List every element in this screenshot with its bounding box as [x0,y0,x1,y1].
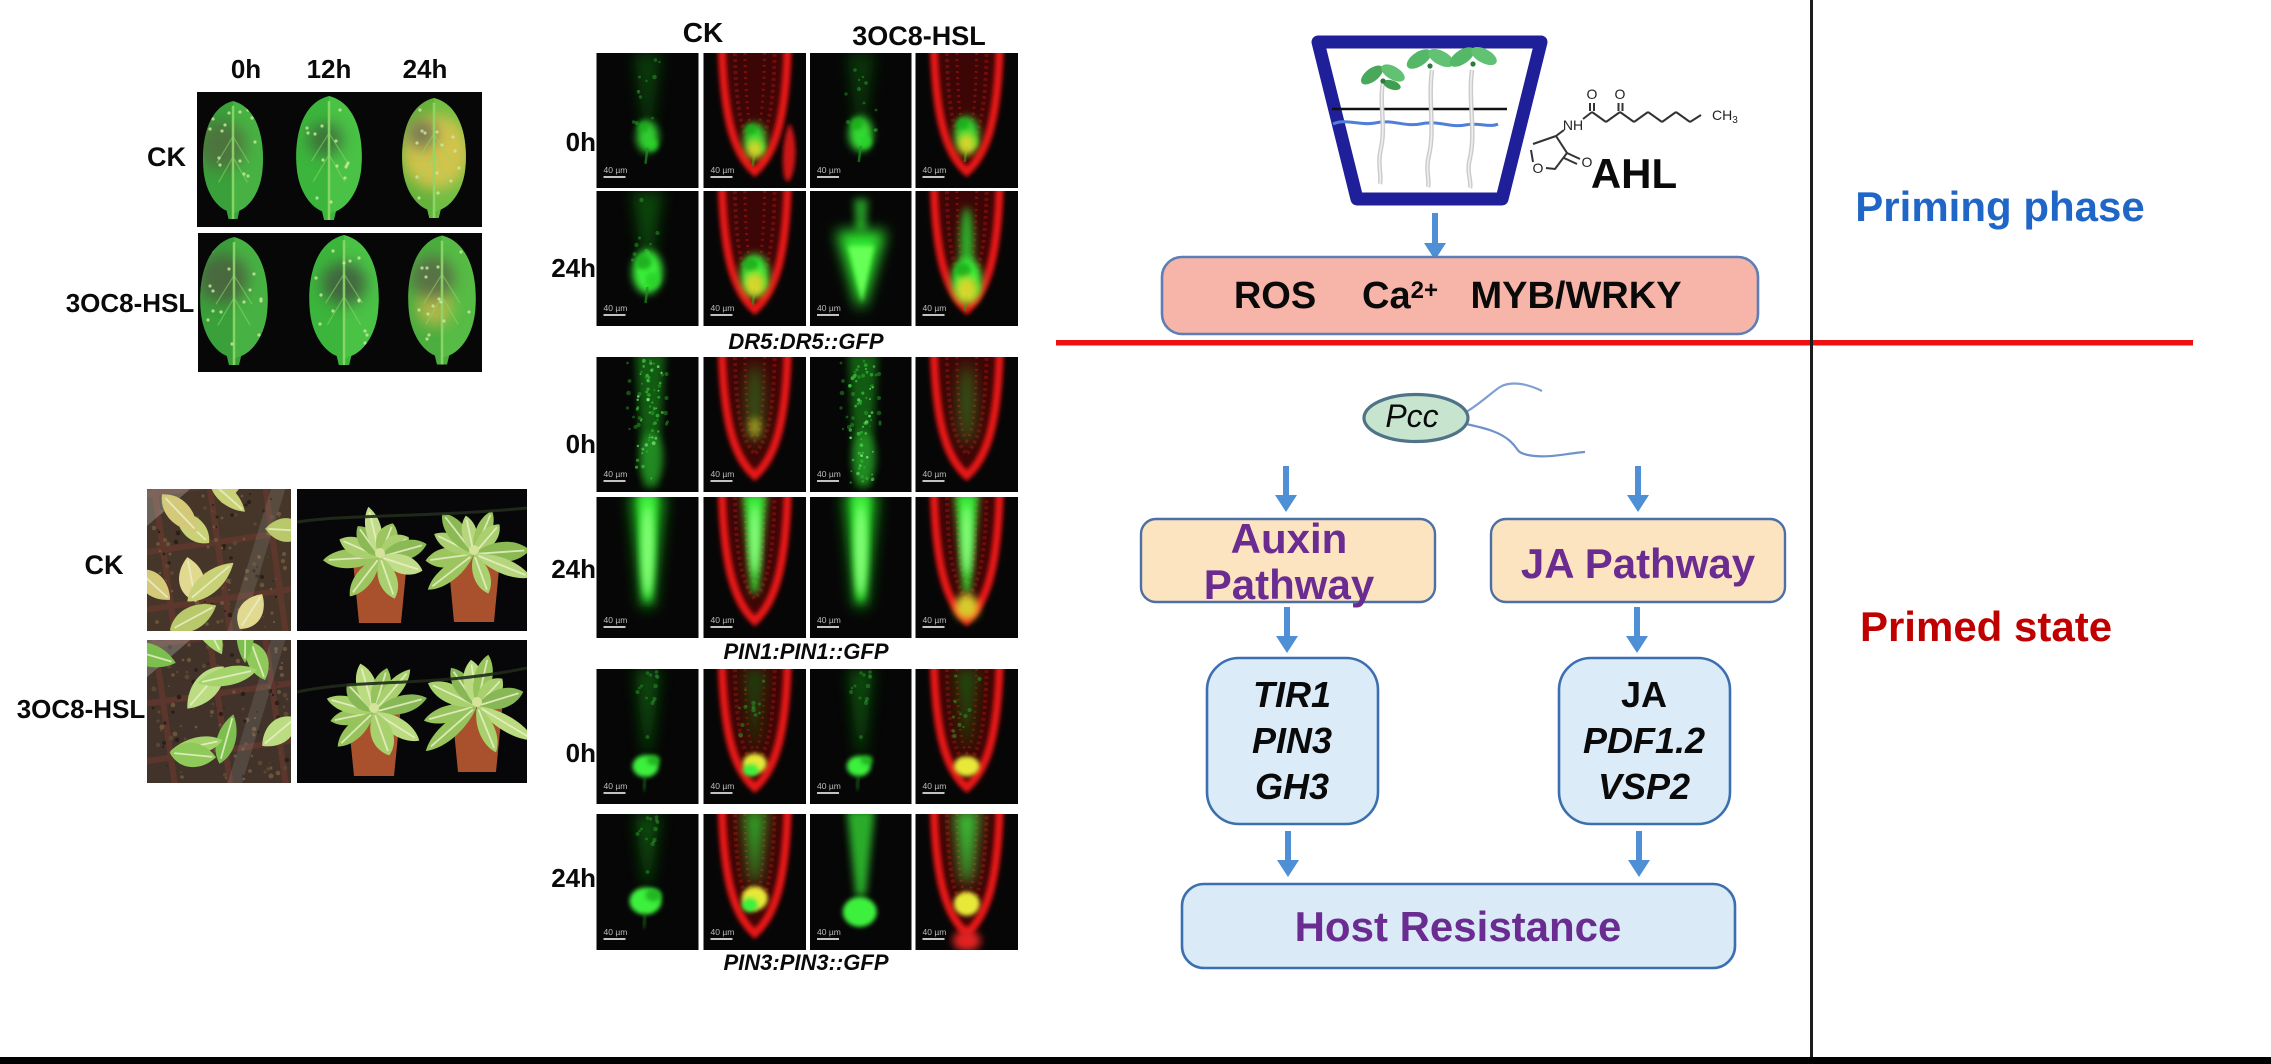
svg-text:40 µm: 40 µm [604,615,628,625]
svg-text:40 µm: 40 µm [923,303,947,313]
svg-text:O: O [1615,86,1626,102]
svg-text:40 µm: 40 µm [923,165,947,175]
svg-text:40 µm: 40 µm [923,469,947,479]
svg-text:40 µm: 40 µm [817,165,841,175]
svg-text:CH3: CH3 [1712,107,1738,126]
svg-text:40 µm: 40 µm [711,165,735,175]
svg-text:40 µm: 40 µm [604,469,628,479]
svg-text:40 µm: 40 µm [604,781,628,791]
svg-text:40 µm: 40 µm [711,927,735,937]
svg-text:40 µm: 40 µm [711,469,735,479]
svg-text:40 µm: 40 µm [817,469,841,479]
svg-text:40 µm: 40 µm [604,927,628,937]
svg-text:40 µm: 40 µm [817,781,841,791]
svg-text:40 µm: 40 µm [604,303,628,313]
svg-text:40 µm: 40 µm [923,615,947,625]
svg-text:NH: NH [1563,117,1583,133]
svg-text:40 µm: 40 µm [923,781,947,791]
svg-text:40 µm: 40 µm [711,303,735,313]
svg-text:O: O [1587,86,1598,102]
svg-text:O: O [1582,154,1593,170]
svg-text:O: O [1533,160,1544,176]
svg-text:40 µm: 40 µm [817,927,841,937]
svg-text:40 µm: 40 µm [604,165,628,175]
svg-text:40 µm: 40 µm [817,303,841,313]
svg-text:40 µm: 40 µm [711,781,735,791]
svg-text:40 µm: 40 µm [711,615,735,625]
svg-text:40 µm: 40 µm [923,927,947,937]
svg-text:40 µm: 40 µm [817,615,841,625]
